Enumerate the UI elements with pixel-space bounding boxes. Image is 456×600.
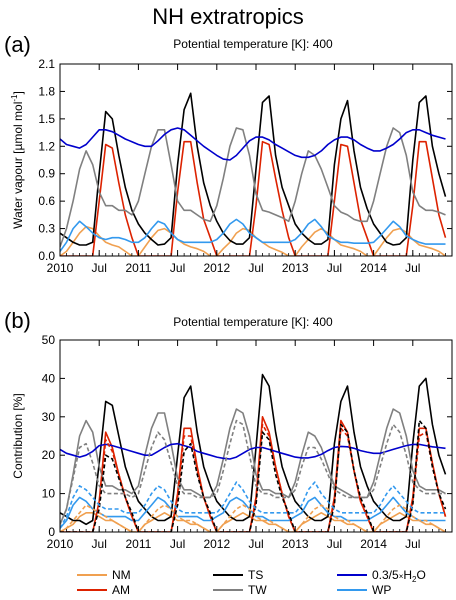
panel-a-x-tick-label: 2012 bbox=[203, 261, 230, 275]
panel-a-y-axis-label-main: Water vapour [µmol mol bbox=[11, 102, 25, 229]
panel-b-y-tick-label: 10 bbox=[42, 487, 56, 501]
panel-a-y-tick-label: 0.3 bbox=[38, 222, 55, 236]
panel-b-y-tick-label: 30 bbox=[42, 410, 56, 424]
figure-title: NH extratropics bbox=[152, 4, 304, 29]
panel-a-series-ts-line bbox=[60, 92, 447, 246]
panel-b: (b) Potential temperature [K]: 400 Contr… bbox=[4, 308, 453, 551]
panel-b-x-tick-label: Jul bbox=[92, 537, 107, 551]
panel-a-x-tick-label: 2011 bbox=[125, 261, 151, 275]
panel-b-y-tick-label: 50 bbox=[42, 333, 56, 347]
panel-a-series-group bbox=[60, 92, 447, 256]
panel-b-x-tick-label: Jul bbox=[170, 537, 185, 551]
legend-label-am: AM bbox=[112, 583, 130, 597]
panel-a-x-tick-label: Jul bbox=[405, 261, 420, 275]
panel-a-label: (a) bbox=[4, 32, 31, 57]
legend-label-part: 0.3/5 bbox=[372, 568, 399, 582]
panel-b-series-ts-line bbox=[60, 373, 447, 526]
panel-a-series-h2o-line bbox=[60, 127, 446, 161]
panel-a-x-tick-label: Jul bbox=[92, 261, 107, 275]
panel-a-x-tick-label: 2010 bbox=[47, 261, 74, 275]
panel-a-y-tick-label: 0.9 bbox=[38, 167, 55, 181]
legend-label-part: O bbox=[417, 568, 426, 582]
legend-label-part: H bbox=[403, 568, 412, 582]
panel-a-y-tick-label: 1.2 bbox=[38, 139, 55, 153]
panel-b-series-nm-dashed bbox=[60, 504, 446, 532]
panel-b-y-axis-label: Contribution [%] bbox=[11, 393, 25, 478]
panel-b-y-tick-label: 20 bbox=[42, 448, 56, 462]
panel-b-series-wp-line bbox=[60, 496, 446, 529]
panel-b-x-tick-label: Jul bbox=[405, 537, 420, 551]
panel-b-x-tick-label: Jul bbox=[248, 537, 263, 551]
panel-b-y-tick-label: 0 bbox=[48, 525, 55, 539]
panel-b-x-tick-label: 2012 bbox=[203, 537, 230, 551]
panel-a-y-axis-label-end: ] bbox=[11, 91, 25, 94]
panel-b-label: (b) bbox=[4, 308, 31, 333]
panel-a: (a) Potential temperature [K]: 400 Water… bbox=[4, 32, 453, 275]
panel-a-title: Potential temperature [K]: 400 bbox=[173, 37, 333, 51]
panel-a-series-tw-line bbox=[60, 127, 446, 248]
legend-label-nm: NM bbox=[112, 568, 131, 582]
panel-b-plot-area: 0 10 20 30 40 50 2010 Jul 2011 Jul 2012 Jul 2013 Jul 2… bbox=[42, 333, 453, 551]
panel-a-plot-area: 0.0 0.3 0.6 0.9 1.2 1.5 1.8 2.1 2010 Jul 2011 Jul 20… bbox=[38, 57, 453, 275]
legend-label-tw: TW bbox=[248, 583, 267, 597]
panel-a-y-tick-label: 1.5 bbox=[38, 112, 55, 126]
panel-b-series-tw-dashed bbox=[60, 419, 446, 525]
panel-a-y-tick-label: 1.8 bbox=[38, 84, 55, 98]
panel-a-x-tick-label: Jul bbox=[248, 261, 263, 275]
legend-label-part: 2 bbox=[412, 575, 417, 584]
panel-b-x-tick-label: 2013 bbox=[282, 537, 309, 551]
panel-b-series-tw-line bbox=[60, 408, 446, 525]
panel-b-y-tick-label: 40 bbox=[42, 371, 56, 385]
panel-b-title: Potential temperature [K]: 400 bbox=[173, 315, 333, 329]
panel-b-series-h2o-line bbox=[60, 442, 446, 460]
panel-b-x-tick-label: 2010 bbox=[47, 537, 74, 551]
panel-a-y-tick-label: 2.1 bbox=[38, 57, 55, 71]
legend-label-h2o: 0.3/5×H2O bbox=[372, 568, 426, 584]
legend-label-ts: TS bbox=[248, 568, 263, 582]
panel-a-series-wp-line bbox=[60, 218, 446, 252]
panel-a-x-tick-label: Jul bbox=[170, 261, 185, 275]
panel-b-x-tick-label: 2014 bbox=[360, 537, 387, 551]
panel-a-y-axis-label: Water vapour [µmol mol-1] bbox=[10, 91, 25, 229]
panel-a-y-tick-label: 0.6 bbox=[38, 194, 55, 208]
panel-a-y-tick-label: 0.0 bbox=[38, 249, 55, 263]
panel-b-x-tick-label: Jul bbox=[327, 537, 342, 551]
panel-b-series-group bbox=[60, 373, 447, 532]
panel-a-x-tick-label: 2014 bbox=[360, 261, 387, 275]
panel-a-x-tick-label: Jul bbox=[327, 261, 342, 275]
legend-label-wp: WP bbox=[372, 583, 391, 597]
legend: NM TS 0.3/5×H2O AM TW WP bbox=[77, 568, 426, 597]
panel-a-x-tick-label: 2013 bbox=[282, 261, 309, 275]
panel-a-frame bbox=[59, 63, 453, 257]
panel-b-series-wp-dashed bbox=[60, 481, 446, 529]
legend-label-part: × bbox=[399, 572, 404, 581]
panel-a-y-axis-label-sup: -1 bbox=[10, 94, 19, 102]
panel-b-x-tick-label: 2011 bbox=[125, 537, 151, 551]
